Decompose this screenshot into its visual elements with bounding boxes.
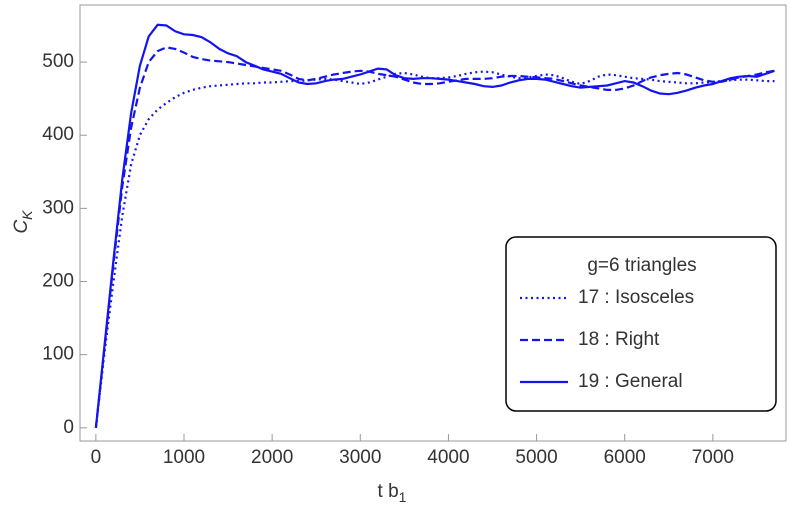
x-axis-label: t b1	[378, 481, 407, 505]
legend-label: 19 : General	[578, 371, 683, 392]
y-tick-label: 300	[42, 197, 74, 218]
x-tick-label: 5000	[515, 447, 557, 468]
x-tick-label: 7000	[692, 447, 734, 468]
y-tick-label: 100	[42, 344, 74, 365]
x-tick-label: 1000	[163, 447, 205, 468]
series-line	[94, 23, 775, 428]
x-tick-label: 6000	[604, 447, 646, 468]
legend-box	[505, 236, 777, 412]
plot-frame	[79, 4, 787, 442]
y-tick-label: 0	[63, 417, 74, 438]
plot-area	[94, 23, 775, 428]
legend-label: 18 : Right	[578, 329, 660, 350]
y-tick-label: 200	[42, 271, 74, 292]
y-tick-label: 500	[42, 51, 74, 72]
y-tick-label: 400	[42, 124, 74, 145]
x-tick-label: 2000	[251, 447, 293, 468]
legend-label: 17 : Isosceles	[578, 287, 694, 308]
y-axis-label: CK	[11, 210, 35, 234]
x-tick-label: 0	[91, 447, 102, 468]
series-line	[94, 46, 775, 428]
x-tick-label: 3000	[339, 447, 381, 468]
x-tick-label: 4000	[427, 447, 469, 468]
legend-title: g=6 triangles	[587, 255, 696, 276]
